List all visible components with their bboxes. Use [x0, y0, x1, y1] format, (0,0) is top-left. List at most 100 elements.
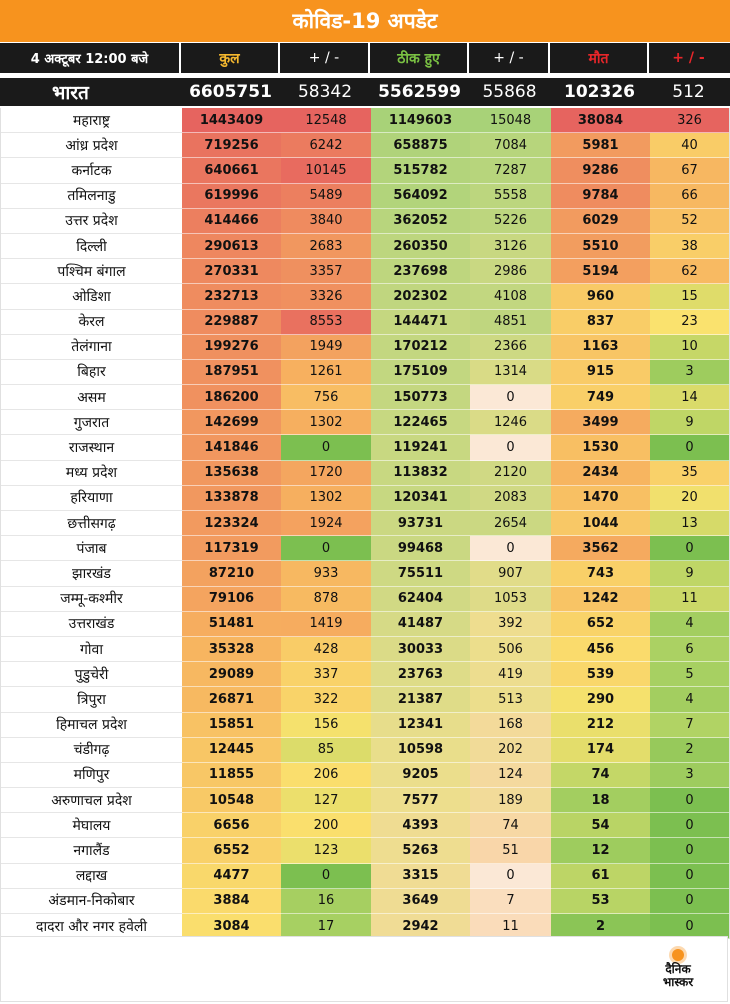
table-row: हिमाचल प्रदेश 15851 156 12341 168 212 7	[1, 712, 729, 738]
cell-deaths-change: 0	[650, 435, 729, 461]
india-recovered-change: 55868	[482, 82, 537, 102]
cell-state: हिमाचल प्रदेश	[1, 712, 182, 738]
cell-total-change: 6242	[281, 133, 371, 159]
cell-deaths: 18	[551, 788, 650, 814]
cell-deaths-change: 326	[650, 108, 729, 134]
india-total: 6605751	[189, 82, 272, 102]
cell-deaths: 749	[551, 385, 650, 411]
cell-total-change: 8553	[281, 309, 371, 335]
cell-recovered: 170212	[371, 334, 470, 360]
cell-recovered: 150773	[371, 385, 470, 411]
cell-deaths: 53	[551, 888, 650, 914]
cell-recovered-change: 202	[470, 737, 551, 763]
cell-state: हरियाणा	[1, 485, 182, 511]
cell-state: केरल	[1, 309, 182, 335]
table-row: कर्नाटक 640661 10145 515782 7287 9286 67	[1, 158, 729, 184]
table-row: नगालैंड 6552 123 5263 51 12 0	[1, 838, 729, 864]
cell-total: 133878	[182, 485, 281, 511]
cell-recovered: 175109	[371, 359, 470, 386]
cell-total: 141846	[182, 435, 281, 461]
cell-total-change: 16	[281, 888, 371, 914]
cell-recovered: 9205	[371, 762, 470, 789]
cell-recovered: 21387	[371, 687, 470, 713]
cell-state: छत्तीसगढ़	[1, 511, 182, 537]
cell-total: 187951	[182, 359, 281, 386]
cell-state: पुडुचेरी	[1, 662, 182, 688]
cell-recovered: 658875	[371, 133, 470, 159]
cell-deaths-change: 0	[650, 863, 729, 889]
table-row: दिल्ली 290613 2683 260350 3126 5510 38	[1, 233, 729, 260]
cell-deaths-change: 9	[650, 561, 729, 587]
cell-deaths-change: 0	[650, 788, 729, 814]
cell-total: 79106	[182, 586, 281, 612]
cell-recovered-change: 7084	[470, 133, 551, 159]
cell-recovered-change: 4851	[470, 309, 551, 335]
cell-state: अंडमान-निकोबार	[1, 888, 182, 914]
cell-total-change: 0	[281, 863, 371, 889]
table-row: ओडिशा 232713 3326 202302 4108 960 15	[1, 284, 729, 310]
cell-recovered-change: 3126	[470, 233, 551, 260]
header-recovered-change: + / -	[469, 43, 550, 73]
cell-state: झारखंड	[1, 561, 182, 587]
cell-recovered-change: 1314	[470, 359, 551, 386]
cell-deaths: 5194	[551, 259, 650, 285]
table-row: त्रिपुरा 26871 322 21387 513 290 4	[1, 687, 729, 713]
table-row: छत्तीसगढ़ 123324 1924 93731 2654 1044 13	[1, 511, 729, 537]
table-row: बिहार 187951 1261 175109 1314 915 3	[1, 359, 729, 386]
cell-recovered: 99468	[371, 536, 470, 562]
cell-deaths: 5981	[551, 133, 650, 159]
table-row: असम 186200 756 150773 0 749 14	[1, 385, 729, 411]
cell-total: 12445	[182, 737, 281, 763]
cell-deaths-change: 7	[650, 712, 729, 738]
cell-total: 1443409	[182, 108, 281, 134]
cell-deaths-change: 0	[650, 888, 729, 914]
cell-deaths-change: 6	[650, 636, 729, 663]
cell-total-change: 1302	[281, 410, 371, 436]
cell-recovered: 3649	[371, 888, 470, 914]
cell-recovered: 119241	[371, 435, 470, 461]
cell-recovered: 362052	[371, 208, 470, 234]
cell-deaths: 1242	[551, 586, 650, 612]
cell-recovered-change: 0	[470, 435, 551, 461]
cell-total-change: 123	[281, 838, 371, 864]
table-row: पुडुचेरी 29089 337 23763 419 539 5	[1, 662, 729, 688]
cell-deaths: 3499	[551, 410, 650, 436]
table-row: दादरा और नगर हवेली 3084 17 2942 11 2 0	[1, 914, 729, 940]
cell-deaths: 2434	[551, 460, 650, 486]
table-row: अंडमान-निकोबार 3884 16 3649 7 53 0	[1, 888, 729, 914]
india-deaths-change: 512	[672, 82, 705, 102]
cell-deaths: 74	[551, 762, 650, 789]
cell-total-change: 156	[281, 712, 371, 738]
cell-recovered-change: 7287	[470, 158, 551, 184]
cell-deaths-change: 4	[650, 611, 729, 637]
cell-total: 640661	[182, 158, 281, 184]
india-total-row: भारत 6605751 58342 5562599 55868 102326 …	[0, 78, 730, 106]
cell-recovered: 237698	[371, 259, 470, 285]
cell-total-change: 0	[281, 536, 371, 562]
cell-recovered: 202302	[371, 284, 470, 310]
cell-deaths: 1044	[551, 511, 650, 537]
cell-total: 229887	[182, 309, 281, 335]
cell-deaths-change: 2	[650, 737, 729, 763]
cell-total: 15851	[182, 712, 281, 738]
cell-deaths-change: 66	[650, 183, 729, 209]
cell-deaths: 12	[551, 838, 650, 864]
cell-recovered: 120341	[371, 485, 470, 511]
cell-recovered-change: 2654	[470, 511, 551, 537]
cell-state: असम	[1, 385, 182, 411]
cell-recovered-change: 1246	[470, 410, 551, 436]
cell-state: गोवा	[1, 636, 182, 663]
cell-total-change: 3326	[281, 284, 371, 310]
cell-total: 3884	[182, 888, 281, 914]
cell-deaths: 456	[551, 636, 650, 663]
table-row: लद्दाख 4477 0 3315 0 61 0	[1, 863, 729, 889]
cell-recovered: 3315	[371, 863, 470, 889]
logo-line-1: दैनिक	[665, 962, 691, 976]
cell-total-change: 1924	[281, 511, 371, 537]
cell-recovered: 515782	[371, 158, 470, 184]
cell-total: 117319	[182, 536, 281, 562]
cell-total: 135638	[182, 460, 281, 486]
cell-total: 270331	[182, 259, 281, 285]
table-row: पश्चिम बंगाल 270331 3357 237698 2986 5194 62	[1, 259, 729, 285]
cell-total: 186200	[182, 385, 281, 411]
